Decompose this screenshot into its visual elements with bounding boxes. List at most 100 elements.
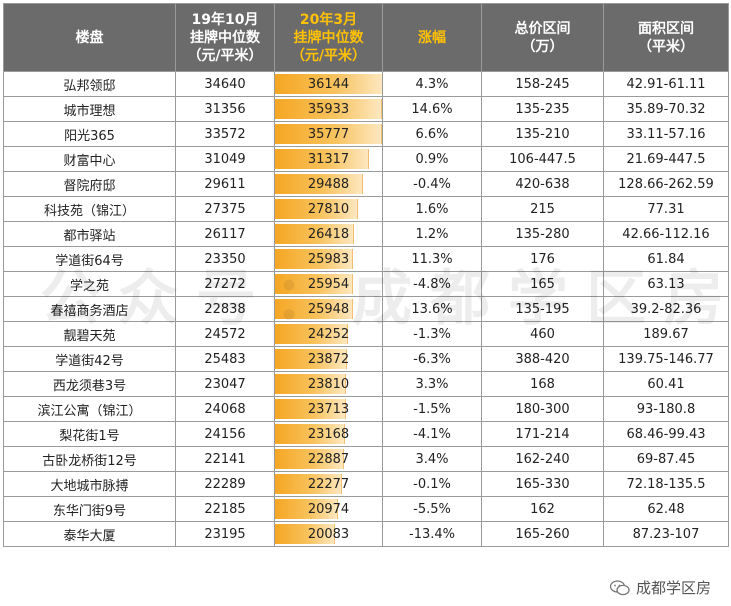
area-cell: 77.31	[603, 196, 729, 222]
oct19-median-cell: 23350	[175, 246, 275, 272]
change-cell: 4.3%	[382, 71, 482, 97]
area-cell: 63.13	[603, 271, 729, 297]
area-cell: 93-180.8	[603, 396, 729, 422]
total-price-cell: 176	[481, 246, 604, 272]
mar20-median-cell: 20974	[274, 496, 383, 522]
header-area: 面积区间 （平米）	[603, 3, 729, 72]
oct19-median-cell: 25483	[175, 346, 275, 372]
total-price-cell: 388-420	[481, 346, 604, 372]
mar20-median-value: 23810	[307, 376, 350, 392]
mar20-median-cell: 23810	[274, 371, 383, 397]
header-total-price: 总价区间 （万）	[481, 3, 604, 72]
median-bar	[275, 524, 336, 544]
table-row: 财富中心 31049 31317 0.9% 106-447.5 21.69-447.5	[3, 146, 729, 172]
mar20-median-cell: 20083	[274, 521, 383, 547]
oct19-median-cell: 24068	[175, 396, 275, 422]
change-cell: -6.3%	[382, 346, 482, 372]
change-cell: -5.5%	[382, 496, 482, 522]
table-row: 春禧商务酒店 22838 25948 13.6% 135-195 39.2-82.36	[3, 296, 729, 322]
total-price-cell: 135-235	[481, 96, 604, 122]
estate-name-cell: 学之苑	[3, 271, 176, 297]
change-cell: -13.4%	[382, 521, 482, 547]
area-cell: 128.66-262.59	[603, 171, 729, 197]
mar20-median-value: 26418	[307, 226, 350, 242]
oct19-median-cell: 27272	[175, 271, 275, 297]
change-cell: 0.9%	[382, 146, 482, 172]
estate-name-cell: 大地城市脉搏	[3, 471, 176, 497]
mar20-median-value: 20974	[307, 501, 350, 517]
total-price-cell: 162	[481, 496, 604, 522]
estate-name-cell: 西龙须巷3号	[3, 371, 176, 397]
mar20-median-value: 22277	[307, 476, 350, 492]
estate-name-cell: 梨花街1号	[3, 421, 176, 447]
total-price-cell: 106-447.5	[481, 146, 604, 172]
mar20-median-cell: 25983	[274, 246, 383, 272]
median-bar	[275, 224, 355, 244]
table-row: 督院府邸 29611 29488 -0.4% 420-638 128.66-262.59	[3, 171, 729, 197]
mar20-median-value: 20083	[307, 526, 350, 542]
oct19-median-cell: 31049	[175, 146, 275, 172]
total-price-cell: 460	[481, 321, 604, 347]
estate-name-cell: 学道街64号	[3, 246, 176, 272]
median-bar	[275, 149, 369, 169]
table-row: 都市驿站 26117 26418 1.2% 135-280 42.66-112.16	[3, 221, 729, 247]
brand-footer: 成都学区房	[609, 577, 711, 598]
estate-name-cell: 都市驿站	[3, 221, 176, 247]
table-row: 西龙须巷3号 23047 23810 3.3% 168 60.41	[3, 371, 729, 397]
median-bar	[275, 474, 342, 494]
area-cell: 72.18-135.5	[603, 471, 729, 497]
table-row: 阳光365 33572 35777 6.6% 135-210 33.11-57.16	[3, 121, 729, 147]
mar20-median-value: 35933	[307, 101, 350, 117]
mar20-median-cell: 26418	[274, 221, 383, 247]
mar20-median-value: 25948	[307, 301, 350, 317]
table-row: 学道街64号 23350 25983 11.3% 176 61.84	[3, 246, 729, 272]
price-table: 楼盘 19年10月 挂牌中位数 （元/平米） 20年3月 挂牌中位数 （元/平米…	[3, 3, 729, 547]
area-cell: 60.41	[603, 371, 729, 397]
oct19-median-cell: 23195	[175, 521, 275, 547]
mar20-median-cell: 22277	[274, 471, 383, 497]
total-price-cell: 158-245	[481, 71, 604, 97]
mar20-median-value: 27810	[307, 201, 350, 217]
mar20-median-cell: 31317	[274, 146, 383, 172]
change-cell: -1.3%	[382, 321, 482, 347]
median-bar	[275, 124, 382, 144]
table-row: 大地城市脉搏 22289 22277 -0.1% 165-330 72.18-135.5	[3, 471, 729, 497]
change-cell: -0.4%	[382, 171, 482, 197]
table-row: 城市理想 31356 35933 14.6% 135-235 35.89-70.32	[3, 96, 729, 122]
area-cell: 21.69-447.5	[603, 146, 729, 172]
mar20-median-value: 25983	[307, 251, 350, 267]
total-price-cell: 135-280	[481, 221, 604, 247]
median-bar	[275, 199, 359, 219]
total-price-cell: 180-300	[481, 396, 604, 422]
estate-name-cell: 弘邦领邸	[3, 71, 176, 97]
median-bar	[275, 424, 345, 444]
change-cell: 11.3%	[382, 246, 482, 272]
oct19-median-cell: 22289	[175, 471, 275, 497]
oct19-median-cell: 27375	[175, 196, 275, 222]
median-bar	[275, 399, 347, 419]
oct19-median-cell: 24572	[175, 321, 275, 347]
change-cell: -4.8%	[382, 271, 482, 297]
estate-name-cell: 春禧商务酒店	[3, 296, 176, 322]
oct19-median-cell: 34640	[175, 71, 275, 97]
table-row: 弘邦领邸 34640 36144 4.3% 158-245 42.91-61.11	[3, 71, 729, 97]
oct19-median-cell: 33572	[175, 121, 275, 147]
area-cell: 42.66-112.16	[603, 221, 729, 247]
change-cell: 6.6%	[382, 121, 482, 147]
table-row: 学之苑 27272 25954 -4.8% 165 63.13	[3, 271, 729, 297]
median-bar	[275, 324, 348, 344]
change-cell: 1.6%	[382, 196, 482, 222]
area-cell: 87.23-107	[603, 521, 729, 547]
oct19-median-cell: 22185	[175, 496, 275, 522]
median-bar	[275, 374, 347, 394]
estate-name-cell: 古卧龙桥街12号	[3, 446, 176, 472]
estate-name-cell: 财富中心	[3, 146, 176, 172]
brand-name: 成都学区房	[635, 579, 711, 597]
oct19-median-cell: 24156	[175, 421, 275, 447]
mar20-median-value: 23168	[307, 426, 350, 442]
area-cell: 39.2-82.36	[603, 296, 729, 322]
oct19-median-cell: 29611	[175, 171, 275, 197]
mar20-median-cell: 35933	[274, 96, 383, 122]
estate-name-cell: 学道街42号	[3, 346, 176, 372]
total-price-cell: 165-260	[481, 521, 604, 547]
